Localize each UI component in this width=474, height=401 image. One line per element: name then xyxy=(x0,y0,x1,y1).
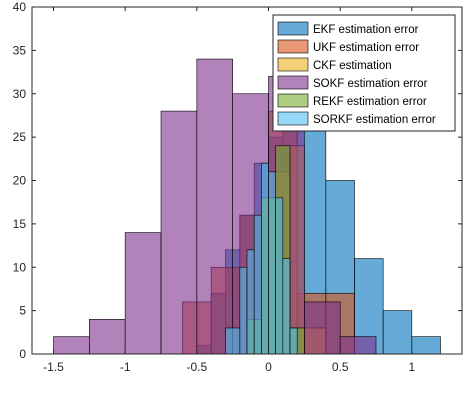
x-tick-label: 0.5 xyxy=(332,360,349,374)
histogram-bar xyxy=(253,214,262,355)
histogram-bar xyxy=(339,336,377,355)
histogram-bar xyxy=(124,232,162,355)
legend-label: CKF estimation xyxy=(313,60,392,72)
histogram-bar xyxy=(282,258,291,355)
y-axis: 0 5 10 15 20 25 30 35 40 xyxy=(13,0,462,361)
histogram-bar xyxy=(275,197,284,355)
histogram-bar xyxy=(225,327,241,355)
y-tick-label: 25 xyxy=(13,130,27,144)
y-tick-label: 40 xyxy=(13,0,27,14)
histogram-bar xyxy=(89,318,126,355)
histogram-bar xyxy=(304,301,341,355)
legend-label: UKF estimation error xyxy=(313,42,419,54)
legend-swatch xyxy=(277,57,309,72)
x-tick-label: -1.5 xyxy=(43,360,64,374)
histogram-bar xyxy=(289,327,298,355)
legend-swatch xyxy=(277,93,309,108)
y-tick-label: 30 xyxy=(13,87,27,101)
histogram-bar xyxy=(239,266,248,355)
x-tick-label: 1 xyxy=(408,360,415,374)
legend-swatch xyxy=(277,21,309,36)
x-tick-label: -1 xyxy=(120,360,131,374)
x-tick-label: 0 xyxy=(265,360,272,374)
y-tick-label: 0 xyxy=(19,347,26,361)
legend-label: REKF estimation error xyxy=(313,96,427,108)
histogram-bars xyxy=(53,58,441,355)
legend-label: SOKF estimation error xyxy=(313,78,428,90)
x-axis: -1.5 -1 -0.5 0 0.5 1 xyxy=(43,7,415,374)
y-tick-label: 20 xyxy=(13,174,27,188)
histogram-bar xyxy=(261,162,269,355)
legend-swatch xyxy=(277,111,309,126)
histogram-bar xyxy=(411,336,441,355)
y-tick-label: 10 xyxy=(13,260,27,274)
histogram-bar xyxy=(268,171,276,355)
histogram-bar xyxy=(196,58,233,355)
legend-label: EKF estimation error xyxy=(313,24,419,36)
y-tick-label: 5 xyxy=(19,304,26,318)
x-tick-label: -0.5 xyxy=(186,360,207,374)
y-tick-label: 35 xyxy=(13,43,27,57)
legend-label: SORKF estimation error xyxy=(313,114,436,126)
y-tick-label: 15 xyxy=(13,217,27,231)
legend-swatch xyxy=(277,75,309,90)
histogram-bar xyxy=(382,310,413,355)
histogram-bar xyxy=(53,336,90,355)
legend: EKF estimation error UKF estimation error… xyxy=(272,14,456,132)
histogram-bar xyxy=(160,110,198,355)
legend-swatch xyxy=(277,39,309,54)
histogram-bar xyxy=(246,249,255,355)
